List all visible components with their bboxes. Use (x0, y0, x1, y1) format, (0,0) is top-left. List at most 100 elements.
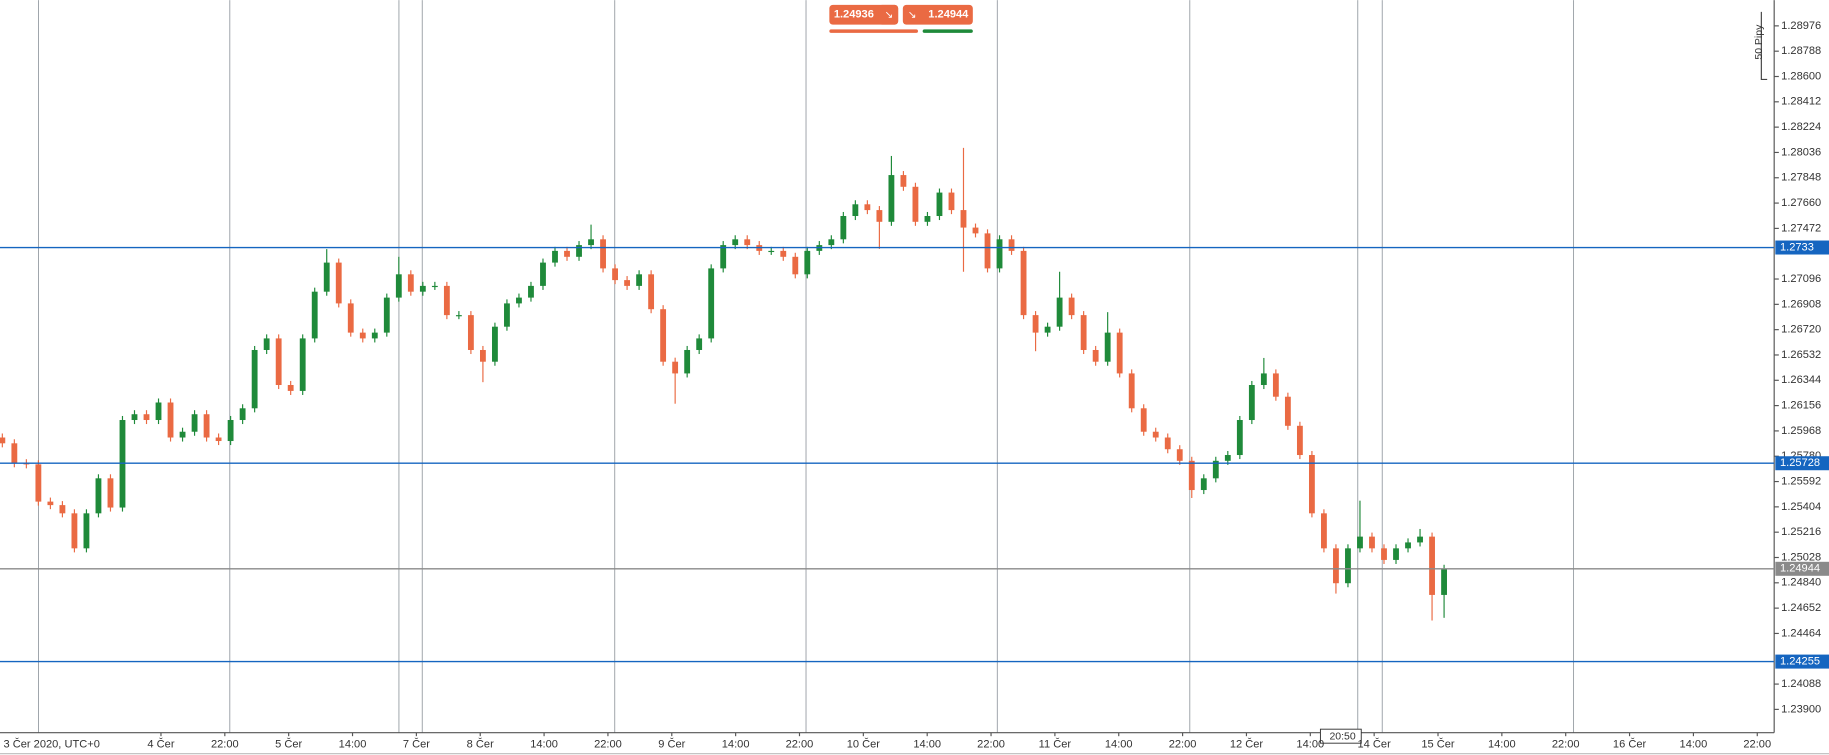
candle-body (83, 513, 90, 549)
candle-body (1080, 315, 1087, 350)
x-tick-label: 10 Čer (847, 737, 881, 750)
x-tick-label: 22:00 (977, 738, 1005, 750)
candle-body (1333, 548, 1339, 584)
candle-body (1044, 326, 1051, 333)
trade-widget[interactable]: 1.24936 ↘ ↘ 1.24944 (829, 4, 973, 33)
candle-body (131, 414, 138, 421)
candle-body (996, 239, 1003, 269)
candle-body (780, 250, 787, 257)
x-tick-label: 8 Čer (467, 737, 494, 750)
candle-body (1116, 332, 1123, 374)
candle-body (107, 478, 114, 508)
candle-body (564, 250, 570, 257)
candle-body (624, 280, 631, 286)
candle-body (1176, 449, 1183, 461)
candle-body (311, 291, 318, 339)
candle-body (371, 332, 378, 339)
cursor-time-box (1319, 728, 1362, 744)
candle-body (696, 338, 703, 350)
candle-body (71, 513, 78, 549)
candle-body (143, 414, 150, 421)
candle-body (1092, 349, 1099, 362)
candle-body (215, 437, 222, 442)
candle-body (528, 285, 534, 298)
candle-body (455, 315, 462, 317)
candle-body (1188, 460, 1195, 491)
y-tick-label: 1.27660 (1781, 197, 1821, 209)
candle-body (552, 250, 558, 263)
candle-body (1357, 536, 1363, 549)
candle-body (888, 175, 895, 222)
candle-body (840, 216, 847, 240)
x-tick-label: 7 Čer (403, 737, 430, 750)
candle-body (419, 285, 426, 292)
sell-arrow[interactable] (878, 4, 899, 25)
candle-body (600, 239, 606, 269)
x-tick-label: 14:00 (339, 738, 367, 750)
y-tick-label: 1.27096 (1781, 273, 1821, 285)
candle-body (648, 274, 655, 310)
candle-body (443, 285, 450, 316)
x-tick-label: 9 Čer (658, 737, 685, 750)
candle-body (900, 175, 907, 187)
y-tick-label: 1.26156 (1781, 400, 1821, 412)
y-tick-label: 1.28600 (1781, 70, 1821, 82)
vertical-grid (38, 0, 1575, 733)
x-tick-label: 14:00 (913, 738, 941, 750)
candle-body (1429, 536, 1435, 595)
y-tick-label: 1.26344 (1781, 374, 1821, 386)
sell-bar (829, 29, 918, 33)
y-tick-label: 1.24840 (1781, 577, 1821, 589)
candle-body (359, 332, 366, 339)
x-tick-label: 4 Čer (147, 737, 174, 750)
x-tick-label: 15 Čer (1421, 737, 1455, 750)
candle-body (1393, 548, 1399, 560)
y-tick-label: 1.25592 (1781, 475, 1821, 487)
candle-body (936, 192, 943, 217)
buy-price[interactable]: 1.24944 (928, 9, 969, 21)
candle-body (1381, 548, 1387, 560)
candle-body (203, 414, 210, 438)
y-tick-label: 1.25028 (1781, 551, 1821, 563)
candle-body (263, 338, 270, 350)
candle-body (347, 303, 354, 333)
candle-body (804, 250, 811, 275)
candle-body (299, 338, 306, 391)
y-tick-label: 1.26908 (1781, 298, 1821, 310)
candle-body (792, 256, 799, 275)
candle-body (1128, 373, 1135, 409)
level-label-box (1775, 561, 1829, 576)
x-tick-label: 11 Čer (1039, 737, 1072, 750)
candle-body (1104, 332, 1111, 362)
candle-body (479, 349, 486, 362)
y-tick-label: 1.27848 (1781, 172, 1821, 184)
candle-body (1321, 513, 1327, 549)
y-tick-label: 1.26720 (1781, 324, 1821, 336)
candle-body (0, 437, 6, 444)
candle-body (1032, 315, 1039, 333)
candle-body (1441, 568, 1447, 595)
candle-body (492, 326, 498, 362)
candle-body (47, 501, 54, 506)
sell-price[interactable]: 1.24936 (834, 9, 874, 21)
candle-body (1405, 542, 1411, 549)
y-tick-label: 1.24464 (1781, 627, 1821, 639)
x-tick-label: 5 Čer (275, 737, 302, 750)
candle-body (504, 303, 510, 327)
candle-body (948, 192, 955, 211)
y-tick-label: 1.25404 (1781, 501, 1821, 513)
candle-body (972, 227, 979, 234)
candle-body (323, 262, 330, 292)
buy-button[interactable] (902, 4, 973, 25)
y-tick-label: 1.28976 (1781, 20, 1821, 32)
y-tick-label: 1.25216 (1781, 526, 1821, 538)
candle-body (924, 216, 931, 222)
candle-body (1212, 460, 1219, 479)
x-tick-label: 22:00 (1169, 738, 1197, 750)
candle-body (1224, 455, 1231, 461)
y-tick-label: 1.24088 (1781, 678, 1821, 690)
level-label: 1.24255 (1780, 656, 1820, 668)
candle-body (732, 239, 739, 246)
y-tick-label: 1.23900 (1781, 703, 1821, 715)
